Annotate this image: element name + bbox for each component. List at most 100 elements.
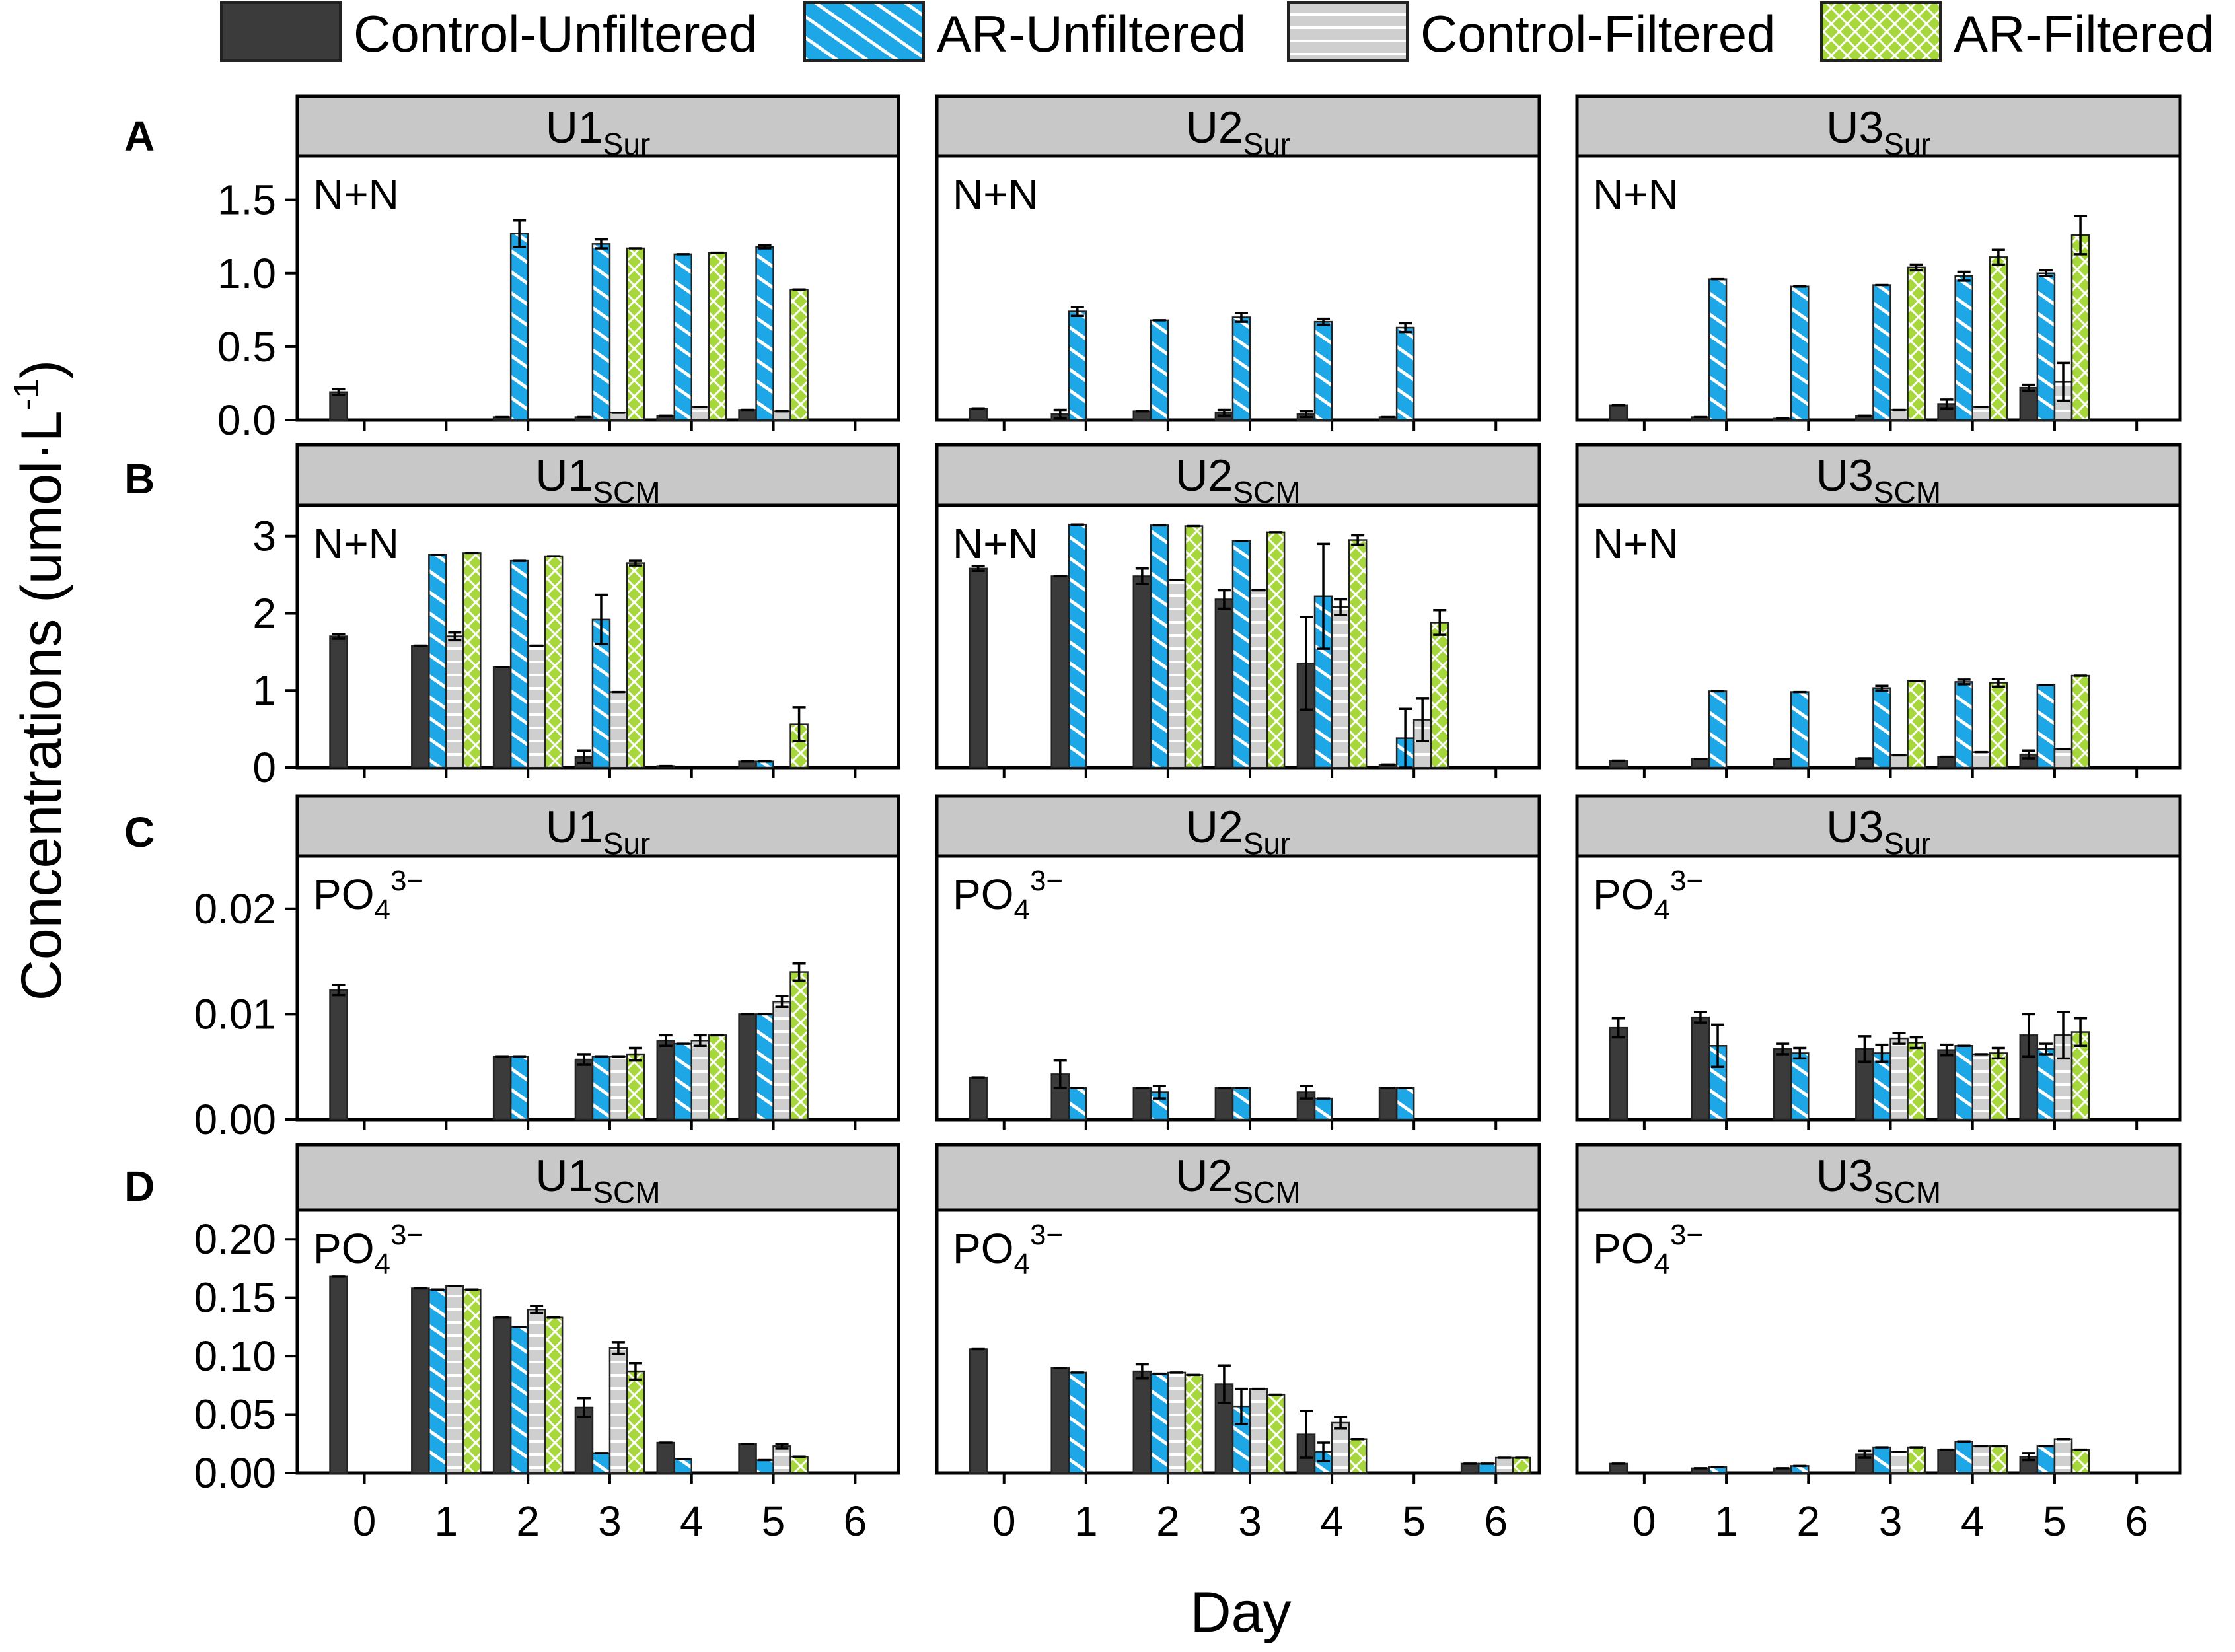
bar-control-unfiltered-day3 [574,1406,594,1474]
bar-ar-unfiltered-day1 [428,554,447,769]
bar-ar-unfiltered-day2 [509,1055,529,1121]
error-bar [1991,248,2005,266]
panel-analyte-label: N+N [1593,520,1679,567]
panel-title: U2SCM [1175,1151,1300,1209]
bar-ar-unfiltered-day3 [1231,316,1251,421]
error-bar [971,565,985,572]
error-bar [1317,317,1331,326]
panel-title: U1Sur [546,802,651,861]
row-letter-A: A [124,112,155,160]
bar-control-unfiltered-day0 [969,1348,988,1474]
bar-ar-unfiltered-day4 [673,253,693,421]
error-bar [1317,1441,1331,1463]
error-bar [628,1046,642,1062]
error-bar [2039,269,2053,277]
panel-title: U3SCM [1816,450,1941,509]
bar-ar-filtered-day1 [462,552,482,769]
y-tick-label-D-4: 0.20 [194,1215,276,1263]
error-bar [1299,1410,1313,1459]
error-bar [1940,398,1954,410]
error-bar [1217,589,1231,610]
bar-control-filtered-day4 [1331,1421,1350,1474]
bar-ar-unfiltered-day3 [1872,1446,1891,1474]
bar-ar-filtered-day4 [1989,256,2008,421]
y-axis-label-sup: -1 [7,378,46,410]
bar-control-unfiltered-day2 [492,1055,512,1121]
bar-ar-unfiltered-day5 [1395,326,1415,421]
bar-control-filtered-day4 [1331,606,1350,769]
bar-ar-filtered-day2 [1184,525,1204,769]
bar-control-unfiltered-day0 [329,1275,348,1474]
x-axis-label: Day [1191,1581,1292,1644]
x-tick-label-2: 2 [1796,1497,1820,1545]
y-tick-label-B-0: 0 [252,744,276,791]
error-bar [1693,1011,1707,1024]
bar-control-filtered-day3 [1889,754,1909,769]
bar-control-unfiltered-day4 [1937,1049,1956,1121]
bar-control-unfiltered-day2 [1773,1048,1792,1121]
bar-control-unfiltered-day0 [1609,1026,1629,1121]
bar-control-filtered-day5 [2053,748,2073,769]
panel-analyte-label: PO43− [1593,1219,1703,1280]
panel-analyte-label: PO43− [313,1219,423,1280]
error-bar [1416,697,1430,743]
bar-control-filtered-day3 [1249,589,1268,769]
error-bar [693,1034,707,1048]
bar-ar-unfiltered-day4 [1954,1440,1973,1474]
error-bar [1858,1035,1872,1063]
y-tick-label-C-2: 0.02 [194,885,276,933]
bar-control-filtered-day4 [1971,1445,1991,1474]
bar-control-unfiltered-day3 [1214,598,1234,769]
y-axis-label-close: ) [10,360,73,379]
bar-ar-unfiltered-day2 [509,559,529,769]
bar-control-unfiltered-day2 [1773,758,1792,769]
legend-entry-2: Control-Filtered [1287,1,1776,63]
error-bar [775,995,789,1008]
error-bar [577,1397,591,1418]
bar-ar-unfiltered-day2 [1790,1052,1810,1121]
error-bar [1399,707,1412,769]
y-tick-label-D-0: 0.00 [194,1449,276,1497]
panel-frame [295,1208,900,1475]
bar-ar-filtered-day4 [1989,682,2008,769]
error-bar [1909,1036,1923,1050]
bar-ar-unfiltered-day5 [1395,1087,1415,1121]
x-tick-label-6: 6 [844,1497,867,1545]
bar-control-unfiltered-day2 [1132,575,1152,769]
panel-strip [295,443,900,507]
error-bar [594,238,608,250]
bar-ar-unfiltered-day5 [755,1459,774,1474]
error-bar [2039,1042,2053,1056]
bar-control-filtered-day4 [1971,406,1991,421]
x-tick-label-4: 4 [680,1497,704,1545]
bar-control-unfiltered-day5 [738,1013,757,1121]
bar-control-filtered-day5 [772,1000,791,1121]
bar-ar-filtered-day4 [1989,1052,2008,1121]
bar-ar-unfiltered-day1 [428,1289,447,1474]
error-bar [1351,534,1365,546]
error-bar [659,1034,673,1048]
panel-title: U2SCM [1175,450,1300,509]
bar-control-filtered-day3 [608,691,628,769]
bar-ar-unfiltered-day5 [2036,1048,2056,1121]
bar-control-filtered-day2 [527,1309,546,1474]
error-bar [1909,263,1923,272]
bar-ar-filtered-day3 [626,1053,645,1121]
error-bar [594,593,608,645]
y-tick-label-B-3: 3 [252,513,276,560]
y-tick-label-B-1: 1 [252,666,276,714]
y-tick-label-A-0: 0.0 [217,396,276,444]
bar-ar-filtered-day5 [789,1455,809,1474]
panel-U2-SCM-D: U2SCM PO43− 0 1 2 3 4 5 6 [935,1143,1541,1545]
error-bar [775,1443,789,1450]
bar-control-unfiltered-day3 [574,1058,594,1121]
bar-control-unfiltered-day0 [329,635,348,769]
bar-ar-filtered-day3 [1266,531,1286,769]
bar-ar-filtered-day1 [462,1289,482,1474]
bar-control-unfiltered-day2 [1132,410,1152,421]
x-tick-label-1: 1 [1714,1497,1738,1545]
bar-control-unfiltered-day0 [969,567,988,769]
bar-ar-unfiltered-day2 [1150,1373,1169,1474]
